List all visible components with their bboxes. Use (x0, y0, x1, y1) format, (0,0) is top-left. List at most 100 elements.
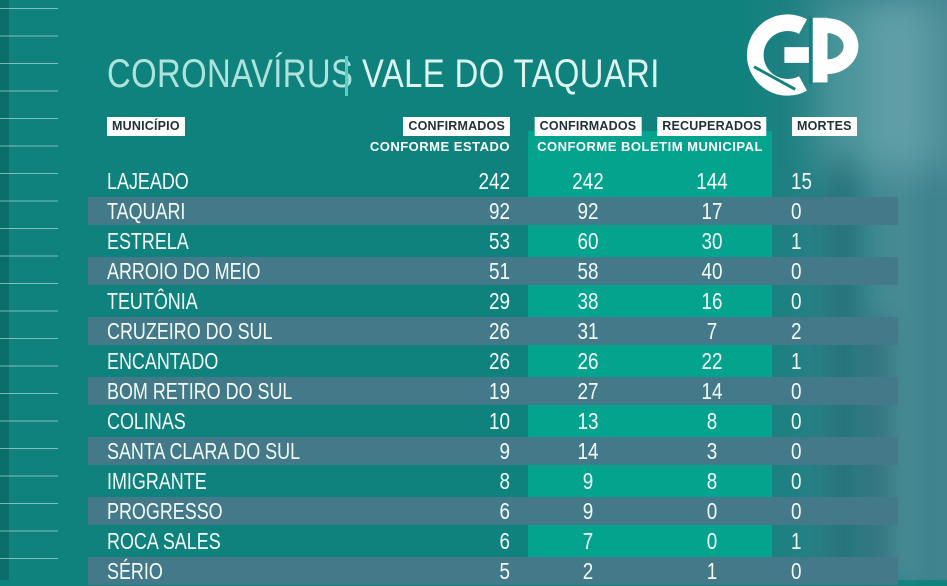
cell-mortes: 2 (791, 318, 802, 344)
cell-mortes: 15 (791, 168, 812, 194)
subheader-conforme-estado: CONFORME ESTADO (369, 139, 510, 154)
left-tick-lines (0, 8, 58, 580)
header-confirmados-estado: CONFIRMADOS (403, 117, 510, 136)
cell-confirmados-municipal: 58 (577, 258, 599, 284)
cell-municipio: ARROIO DO MEIO (107, 258, 261, 284)
table-row: ESTRELA 53 60 30 1 (88, 226, 898, 256)
cell-municipio: ESTRELA (107, 228, 189, 254)
cell-municipio: COLINAS (107, 408, 186, 434)
cell-municipio: LAJEADO (107, 168, 189, 194)
header-recuperados: RECUPERADOS (657, 117, 767, 136)
cell-confirmados-estado: 29 (489, 288, 510, 314)
blurred-photo-strip (737, 0, 947, 580)
cell-municipio: PROGRESSO (107, 498, 223, 524)
cell-recuperados: 17 (701, 198, 723, 224)
cell-municipio: TEUTÔNIA (107, 288, 198, 314)
gp-logo-icon (746, 14, 859, 96)
cell-municipio: ROCA SALES (107, 528, 221, 554)
table-row: SÉRIO 5 2 1 0 (88, 556, 898, 586)
cell-mortes: 0 (791, 258, 802, 284)
cell-municipio: SANTA CLARA DO SUL (107, 438, 301, 464)
cell-recuperados: 3 (706, 438, 718, 464)
cell-recuperados: 7 (706, 318, 718, 344)
cell-mortes: 0 (791, 198, 802, 224)
cell-confirmados-estado: 10 (489, 408, 510, 434)
table-row: TAQUARI 92 92 17 0 (88, 196, 898, 226)
cell-confirmados-estado: 26 (489, 348, 510, 374)
cell-confirmados-municipal: 7 (582, 528, 594, 554)
cell-mortes: 1 (791, 348, 802, 374)
table-row: SANTA CLARA DO SUL 9 14 3 0 (88, 436, 898, 466)
cell-confirmados-municipal: 14 (577, 438, 599, 464)
cell-recuperados: 16 (701, 288, 723, 314)
table-row: TEUTÔNIA 29 38 16 0 (88, 286, 898, 316)
municipality-table: LAJEADO 242 242 144 15 TAQUARI 92 92 17 … (88, 166, 898, 586)
cell-municipio: SÉRIO (107, 558, 163, 584)
cell-confirmados-estado: 19 (489, 378, 510, 404)
cell-confirmados-estado: 8 (499, 468, 510, 494)
cell-recuperados: 0 (706, 498, 718, 524)
title-divider (345, 56, 348, 96)
photo-blur-streak (867, 0, 919, 580)
cell-confirmados-municipal: 9 (582, 468, 594, 494)
cell-recuperados: 22 (701, 348, 723, 374)
cell-recuperados: 1 (706, 558, 718, 584)
cell-mortes: 0 (791, 288, 802, 314)
subheader-conforme-boletim-municipal: CONFORME BOLETIM MUNICIPAL (537, 139, 763, 154)
cell-recuperados: 30 (701, 228, 723, 254)
cell-confirmados-estado: 6 (499, 528, 510, 554)
cell-confirmados-municipal: 26 (577, 348, 599, 374)
cell-recuperados: 0 (706, 528, 718, 554)
cell-recuperados: 8 (706, 468, 718, 494)
cell-recuperados: 144 (696, 168, 728, 194)
cell-mortes: 1 (791, 528, 802, 554)
cell-mortes: 1 (791, 228, 802, 254)
header-mortes: MORTES (792, 117, 857, 136)
cell-confirmados-estado: 242 (478, 168, 510, 194)
page-title-right: VALE DO TAQUARI (362, 52, 660, 96)
cell-confirmados-municipal: 242 (572, 168, 604, 194)
cell-confirmados-municipal: 2 (582, 558, 594, 584)
cell-municipio: TAQUARI (107, 198, 186, 224)
cell-municipio: CRUZEIRO DO SUL (107, 318, 273, 344)
cell-confirmados-municipal: 13 (577, 408, 599, 434)
cell-mortes: 0 (791, 408, 802, 434)
cell-recuperados: 8 (706, 408, 718, 434)
cell-municipio: IMIGRANTE (107, 468, 207, 494)
cell-confirmados-estado: 5 (499, 558, 510, 584)
cell-mortes: 0 (791, 468, 802, 494)
table-row: ROCA SALES 6 7 0 1 (88, 526, 898, 556)
cell-confirmados-municipal: 38 (577, 288, 599, 314)
cell-recuperados: 14 (701, 378, 723, 404)
cell-recuperados: 40 (701, 258, 723, 284)
cell-confirmados-municipal: 92 (577, 198, 599, 224)
cell-confirmados-municipal: 31 (577, 318, 599, 344)
table-row: BOM RETIRO DO SUL 19 27 14 0 (88, 376, 898, 406)
cell-municipio: BOM RETIRO DO SUL (107, 378, 293, 404)
cell-mortes: 0 (791, 438, 802, 464)
cell-confirmados-estado: 92 (489, 198, 510, 224)
cell-confirmados-municipal: 60 (577, 228, 599, 254)
cell-confirmados-municipal: 27 (577, 378, 599, 404)
table-row: COLINAS 10 13 8 0 (88, 406, 898, 436)
cell-confirmados-estado: 53 (489, 228, 510, 254)
cell-mortes: 0 (791, 498, 802, 524)
header-confirmados-municipal: CONFIRMADOS (534, 117, 642, 136)
table-row: LAJEADO 242 242 144 15 (88, 166, 898, 196)
page-title-left: CORONAVÍRUS (107, 52, 354, 96)
cell-mortes: 0 (791, 378, 802, 404)
cell-mortes: 0 (791, 558, 802, 584)
table-row: CRUZEIRO DO SUL 26 31 7 2 (88, 316, 898, 346)
table-row: PROGRESSO 6 9 0 0 (88, 496, 898, 526)
cell-confirmados-estado: 51 (489, 258, 510, 284)
cell-municipio: ENCANTADO (107, 348, 219, 374)
table-row: ARROIO DO MEIO 51 58 40 0 (88, 256, 898, 286)
cell-confirmados-estado: 6 (499, 498, 510, 524)
table-row: ENCANTADO 26 26 22 1 (88, 346, 898, 376)
cell-confirmados-municipal: 9 (582, 498, 594, 524)
cell-confirmados-estado: 26 (489, 318, 510, 344)
cell-confirmados-estado: 9 (499, 438, 510, 464)
header-municipio: MUNICÍPIO (107, 117, 185, 136)
table-row: IMIGRANTE 8 9 8 0 (88, 466, 898, 496)
